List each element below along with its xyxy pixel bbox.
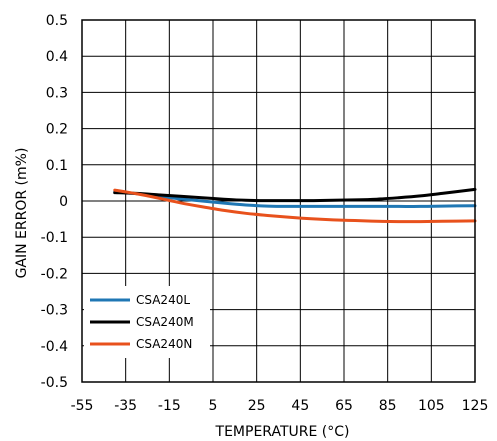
y-tick-label: -0.3 (41, 303, 68, 319)
x-tick-label: -35 (114, 398, 137, 414)
y-tick-label: 0.2 (46, 122, 68, 138)
y-tick-labels: 0.5 0.4 0.3 0.2 0.1 0 -0.1 -0.2 -0.3 -0.4 -0.5 (41, 13, 68, 391)
y-tick-label: -0.1 (41, 230, 68, 246)
legend: CSA240L CSA240M CSA240N (84, 286, 210, 358)
x-tick-label: 65 (335, 398, 353, 414)
x-tick-labels: -55 -35 -15 5 25 45 65 85 105 125 (71, 398, 489, 414)
y-axis-label: GAIN ERROR (m%) (14, 148, 30, 279)
y-tick-label: -0.4 (41, 339, 68, 355)
legend-label: CSA240L (136, 293, 190, 307)
y-tick-label: 0.4 (46, 49, 68, 65)
series-line-csa240n (113, 188, 477, 224)
series-line-csa240m (113, 187, 477, 203)
x-tick-label: 125 (462, 398, 489, 414)
legend-label: CSA240M (136, 315, 194, 329)
x-tick-label: 45 (291, 398, 309, 414)
x-tick-label: 85 (379, 398, 397, 414)
x-tick-label: 105 (418, 398, 445, 414)
series-line-csa240l (113, 190, 477, 208)
y-tick-label: -0.2 (41, 266, 68, 282)
y-tick-label: 0.1 (46, 158, 68, 174)
x-tick-label: 25 (248, 398, 266, 414)
x-tick-label: -55 (71, 398, 94, 414)
series-lines (113, 187, 477, 224)
x-tick-label: 5 (209, 398, 218, 414)
y-tick-label: 0.5 (46, 13, 68, 29)
x-axis-label: TEMPERATURE (°C) (215, 424, 350, 440)
legend-label: CSA240N (136, 337, 192, 351)
y-tick-label: 0 (59, 194, 68, 210)
y-tick-label: -0.5 (41, 375, 68, 391)
y-tick-label: 0.3 (46, 85, 68, 101)
x-tick-label: -15 (158, 398, 181, 414)
plot-frame (81, 19, 476, 383)
